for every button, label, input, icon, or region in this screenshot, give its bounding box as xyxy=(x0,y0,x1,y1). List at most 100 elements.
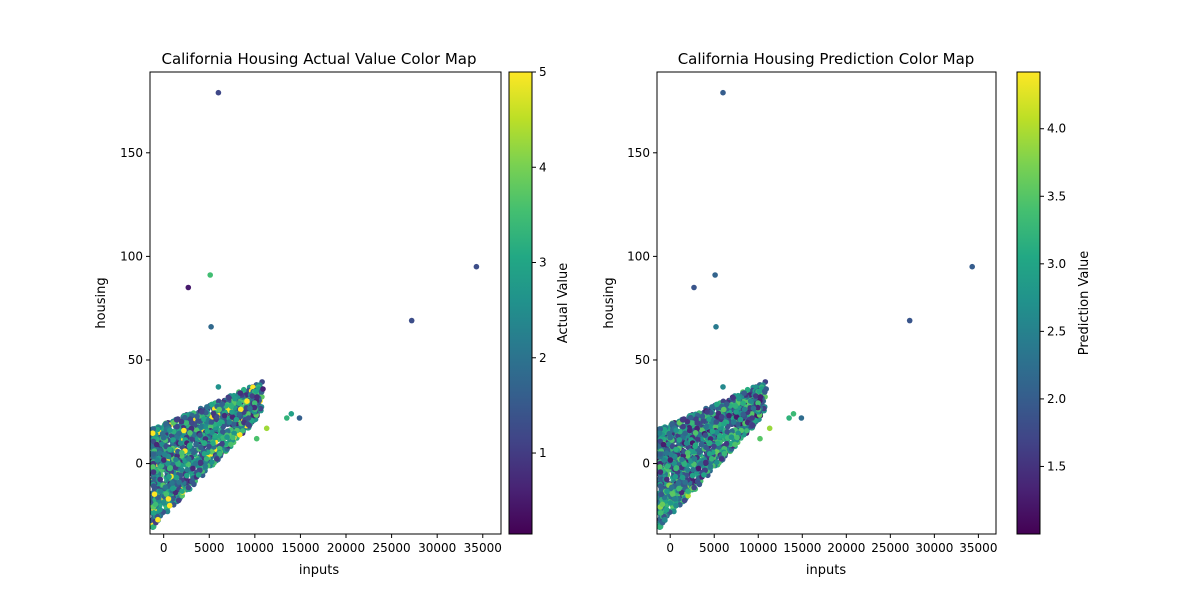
scatter-point xyxy=(740,400,746,407)
scatter-point xyxy=(186,443,193,450)
scatter-point xyxy=(730,419,737,425)
scatter-point xyxy=(669,421,675,427)
y-tick-label: 150 xyxy=(120,146,143,160)
x-tick-label: 20000 xyxy=(827,541,865,555)
scatter-point xyxy=(161,500,167,506)
scatter-point xyxy=(663,507,670,513)
scatter-point xyxy=(229,414,236,420)
scatter-point xyxy=(663,450,670,456)
scatter-point xyxy=(184,467,191,473)
x-tick-label: 20000 xyxy=(327,541,365,555)
scatter-point xyxy=(187,430,193,436)
scatter-point xyxy=(215,384,222,390)
x-tick-label: 0 xyxy=(160,541,168,555)
plot-frame xyxy=(656,71,997,535)
scatter-point xyxy=(687,414,694,421)
scatter-point xyxy=(755,404,761,411)
x-tick-label: 5000 xyxy=(699,541,730,555)
x-axis-label: inputs xyxy=(299,563,339,578)
scatter-point xyxy=(669,491,676,497)
scatter-point xyxy=(173,456,179,463)
scatter-point xyxy=(720,384,726,390)
scatter-point xyxy=(732,402,738,409)
scatter-point xyxy=(701,472,707,478)
scatter-point xyxy=(228,402,234,409)
scatter-point xyxy=(151,510,157,516)
scatter-point xyxy=(682,430,688,437)
scatter-point xyxy=(408,317,415,324)
scatter-point xyxy=(753,393,759,399)
scatter-point xyxy=(153,441,160,448)
scatter-point xyxy=(164,508,171,515)
scatter-point xyxy=(734,434,740,441)
scatter-point xyxy=(177,440,184,447)
x-tick-label: 15000 xyxy=(783,541,821,555)
scatter-point xyxy=(226,419,233,425)
scatter-point xyxy=(198,423,204,430)
scatter-point xyxy=(263,425,270,432)
scatter-point xyxy=(157,488,164,495)
scatter-point xyxy=(228,441,234,448)
scatter-point xyxy=(203,456,210,462)
scatter-point xyxy=(682,479,688,485)
scatter-point xyxy=(241,386,247,393)
axis-ticks: 0 5000 10000 15000 20000 25000 30000 35000 0 50 10… xyxy=(627,146,997,555)
scatter-point xyxy=(790,411,797,417)
scatter-point xyxy=(664,488,670,495)
scatter-point xyxy=(798,415,805,421)
scatter-point xyxy=(214,456,220,462)
y-tick-label: 0 xyxy=(135,457,143,471)
y-axis-label: housing xyxy=(602,277,617,328)
scatter-point xyxy=(709,404,715,410)
scatter-point xyxy=(658,491,665,498)
scatter-point xyxy=(730,395,736,401)
scatter-point xyxy=(195,418,201,424)
scatter-point xyxy=(169,485,176,492)
scatter-point xyxy=(216,421,223,427)
scatter-point xyxy=(158,463,164,470)
scatter-point xyxy=(673,465,679,472)
scatter-point xyxy=(239,428,246,434)
scatter-point xyxy=(673,446,679,453)
scatter-point xyxy=(208,324,214,330)
scatter-point xyxy=(667,457,674,463)
scatter-point xyxy=(673,502,679,509)
scatter-point xyxy=(728,434,735,441)
scatter-point xyxy=(657,451,663,457)
scatter-point xyxy=(209,429,215,436)
scatter-point xyxy=(226,395,232,401)
scatter-point xyxy=(723,401,730,407)
scatter-point xyxy=(721,450,728,457)
y-tick-label: 100 xyxy=(120,249,143,263)
scatter-point xyxy=(231,421,237,428)
colorbar-label: Prediction Value xyxy=(1077,251,1092,355)
scatter-point xyxy=(220,428,226,435)
scatter-point xyxy=(201,416,207,423)
scatter-point xyxy=(190,465,196,472)
plot-frame xyxy=(149,71,502,535)
scatter-point xyxy=(706,451,713,457)
scatter-point xyxy=(757,394,764,400)
scatter-point xyxy=(185,484,192,491)
colorbar-label: Actual Value xyxy=(556,263,571,344)
scatter-point xyxy=(678,489,685,496)
axis-ticks: 0 5000 10000 15000 20000 25000 30000 35000 0 50 10… xyxy=(120,146,502,555)
scatter-point xyxy=(750,422,756,429)
scatter-point xyxy=(159,441,165,448)
x-tick-label: 5000 xyxy=(194,541,225,555)
scatter-point xyxy=(679,474,686,481)
scatter-point xyxy=(296,415,303,421)
scatter-point xyxy=(150,469,157,475)
scatter-point xyxy=(786,415,792,421)
scatter-point xyxy=(172,489,179,496)
scatter-point xyxy=(194,413,200,420)
scatter-point xyxy=(709,428,716,435)
scatter-point xyxy=(657,524,663,530)
scatter-point xyxy=(691,484,697,491)
colorbar-tick-label: 4 xyxy=(539,160,547,174)
scatter-point xyxy=(718,414,725,420)
scatter-point xyxy=(191,431,197,438)
scatter-point xyxy=(694,436,701,442)
scatter-point xyxy=(661,457,667,463)
scatter-point xyxy=(656,430,663,437)
